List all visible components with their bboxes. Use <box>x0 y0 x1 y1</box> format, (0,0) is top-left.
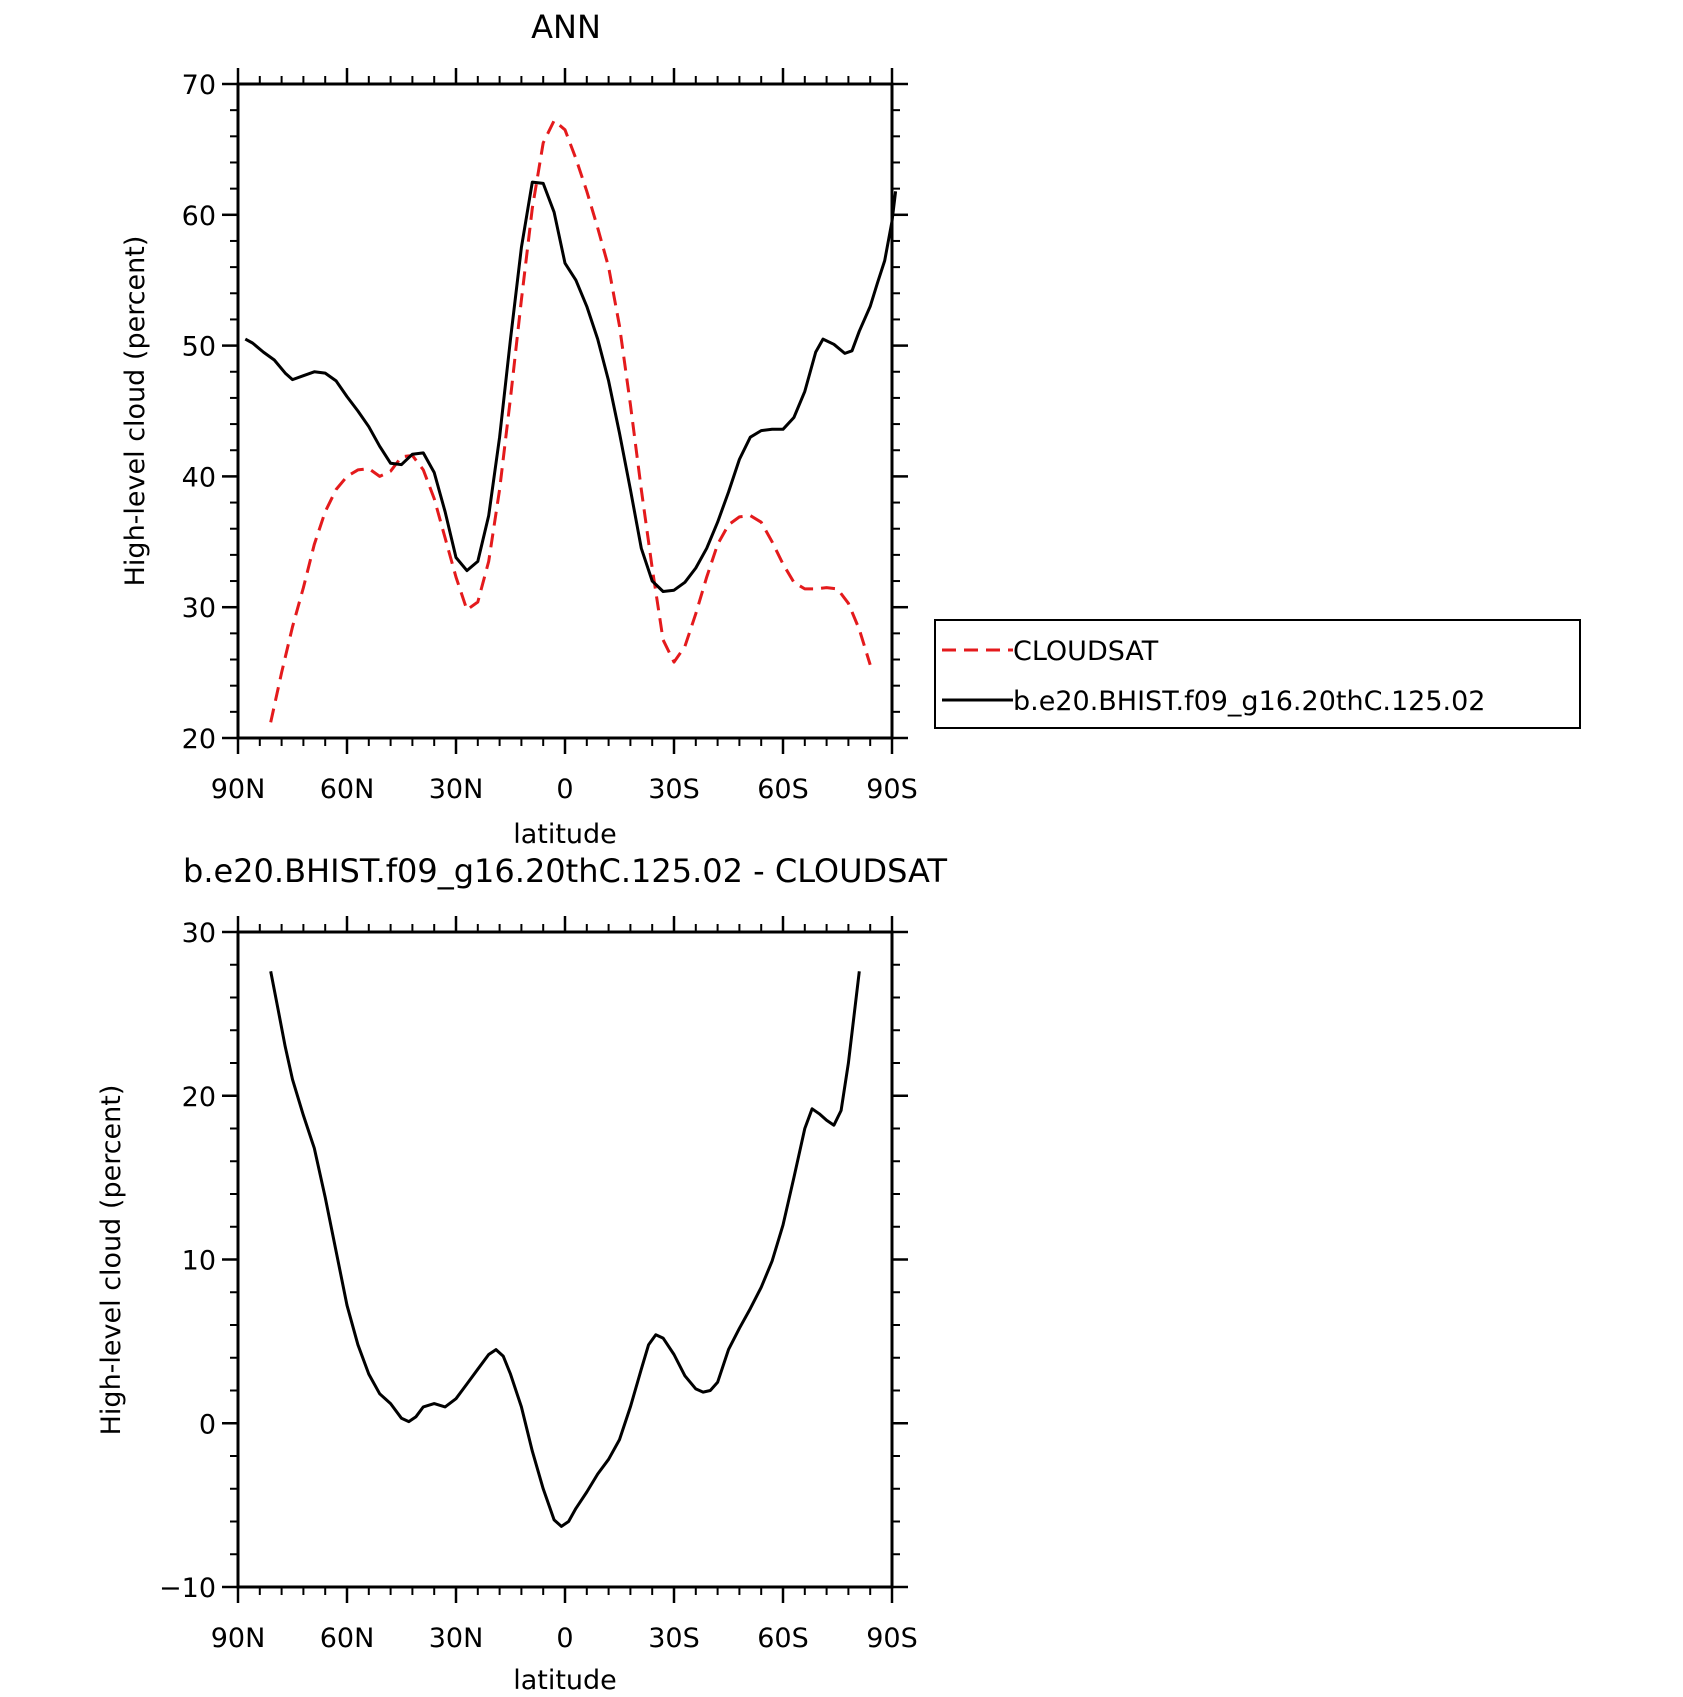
panel1-x-axis-label: latitude <box>513 819 617 850</box>
y-tick-label: 10 <box>182 1246 216 1277</box>
panel2-ticks <box>222 916 908 1603</box>
panel2-plot-frame <box>236 930 894 1589</box>
y-tick-label: 30 <box>182 918 216 949</box>
panel-difference: b.e20.BHIST.f09_g16.20thC.125.02 - CLOUD… <box>96 852 947 1696</box>
legend-label-model: b.e20.BHIST.f09_g16.20thC.125.02 <box>1013 686 1485 717</box>
series-line-difference-0 <box>269 971 861 1528</box>
y-tick-label: 50 <box>182 332 216 363</box>
x-tick-label: 90N <box>211 774 266 805</box>
panel1-title: ANN <box>531 8 601 46</box>
x-tick-label: 90N <box>211 1623 266 1654</box>
x-tick-label: 30S <box>648 1623 700 1654</box>
x-tick-label: 60S <box>757 774 809 805</box>
x-tick-label: 30S <box>648 774 700 805</box>
panel2-y-tick-labels: −10 0 10 20 30 <box>159 918 216 1604</box>
x-tick-label: 60S <box>757 1623 809 1654</box>
series-line-cloudsat <box>269 119 872 723</box>
x-tick-label: 90S <box>866 774 918 805</box>
y-tick-label: 60 <box>182 201 216 232</box>
y-tick-label: 20 <box>182 724 216 755</box>
panel2-lines <box>269 971 861 1528</box>
panel1-plot-frame <box>236 82 894 740</box>
panel1-ticks <box>222 68 908 754</box>
y-tick-label: 0 <box>199 1409 216 1440</box>
y-tick-label: 70 <box>182 70 216 101</box>
legend-box <box>934 619 1581 729</box>
y-tick-label: 40 <box>182 462 216 493</box>
series-line-b-e20-bhist-f09-g16-20thc-125-02 <box>244 180 898 593</box>
panel1-lines <box>244 119 898 723</box>
panel1-y-tick-labels: 20 30 40 50 60 70 <box>182 70 216 755</box>
panel2-title: b.e20.BHIST.f09_g16.20thC.125.02 - CLOUD… <box>183 852 947 890</box>
panel-annual-high-cloud: ANN 20 30 40 50 60 70 90N 60N 30N 0 30S 60S 90S lat… <box>120 8 1581 850</box>
panel2-x-tick-labels: 90N 60N 30N 0 30S 60S 90S <box>211 1623 918 1654</box>
x-tick-label: 0 <box>556 774 573 805</box>
y-tick-label: 30 <box>182 593 216 624</box>
panel2-y-axis-label: High-level cloud (percent) <box>96 1085 127 1436</box>
legend-label-cloudsat: CLOUDSAT <box>1013 636 1159 667</box>
x-tick-label: 90S <box>866 1623 918 1654</box>
x-tick-label: 30N <box>429 774 484 805</box>
panel1-legend: CLOUDSAT b.e20.BHIST.f09_g16.20thC.125.0… <box>934 619 1581 729</box>
x-tick-label: 0 <box>556 1623 573 1654</box>
panel2-x-axis-label: latitude <box>513 1665 617 1696</box>
panel1-x-tick-labels: 90N 60N 30N 0 30S 60S 90S <box>211 774 918 805</box>
x-tick-label: 30N <box>429 1623 484 1654</box>
x-tick-label: 60N <box>320 1623 375 1654</box>
y-tick-label: 20 <box>182 1082 216 1113</box>
panel1-y-axis-label: High-level cloud (percent) <box>120 236 151 587</box>
x-tick-label: 60N <box>320 774 375 805</box>
y-tick-label: −10 <box>159 1573 216 1604</box>
